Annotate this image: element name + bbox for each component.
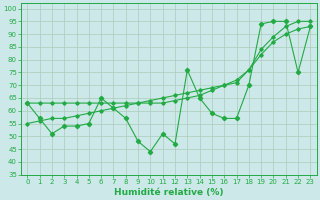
X-axis label: Humidité relative (%): Humidité relative (%) [114, 188, 224, 197]
